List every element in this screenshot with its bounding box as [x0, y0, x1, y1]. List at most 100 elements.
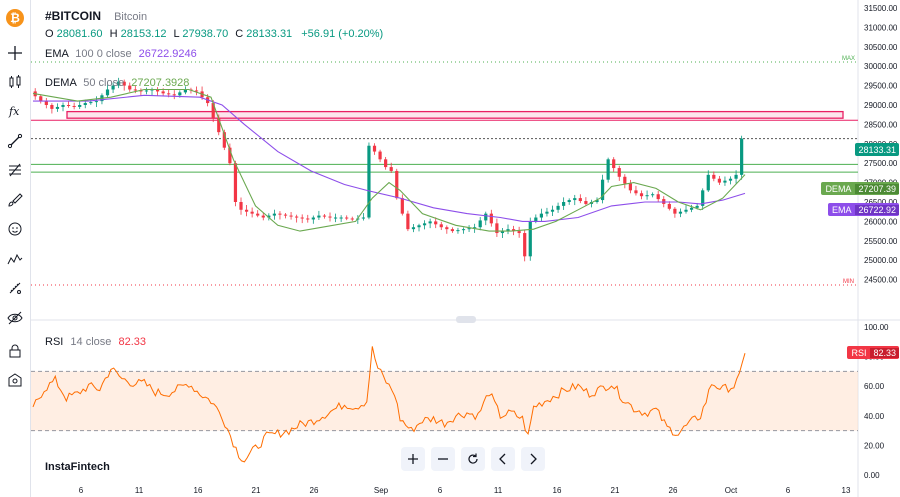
candle: [467, 225, 471, 233]
ohlc-open: 28081.60: [56, 28, 103, 40]
y-tick-label: 26000.00: [864, 217, 898, 226]
candle: [701, 188, 705, 210]
rsi-y-tick-label: 0.00: [864, 471, 880, 480]
candle: [306, 214, 310, 223]
emoji-icon[interactable]: [4, 218, 26, 240]
candle: [128, 82, 132, 92]
candle: [706, 170, 710, 193]
x-tick-label: 26: [669, 486, 678, 495]
candle: [639, 190, 644, 200]
rsi-params: 14 close: [70, 336, 112, 348]
lock-icon[interactable]: [4, 340, 26, 362]
candle: [606, 157, 610, 183]
candle: [645, 190, 649, 200]
ohlc-c-label: C: [235, 28, 244, 40]
reset-chart-button[interactable]: [461, 447, 485, 471]
y-tick-label: 27500.00: [864, 159, 898, 168]
x-tick-label: 6: [786, 486, 791, 495]
ema-params: 100 0 close: [75, 48, 132, 60]
candle: [439, 221, 443, 231]
candle: [678, 208, 683, 218]
candle: [450, 227, 454, 233]
candle: [105, 84, 110, 98]
fib-icon[interactable]: [4, 159, 26, 181]
rsi-value: 82.33: [118, 336, 146, 348]
candle: [111, 82, 115, 93]
candle: [417, 223, 421, 232]
resistance-zone: [66, 110, 844, 119]
candle: [395, 168, 399, 200]
x-tick-label: Sep: [374, 486, 389, 495]
svg-text:fx: fx: [8, 105, 20, 118]
zoom-in-button[interactable]: [401, 447, 425, 471]
candle: [339, 215, 343, 222]
candle: [506, 224, 510, 235]
ema-tag-value: 26722.92: [855, 204, 899, 215]
candle: [723, 176, 727, 186]
candle: [272, 209, 276, 220]
x-tick-label: 21: [252, 486, 261, 495]
rsi-y-tick-label: 60.00: [864, 382, 885, 391]
rsi-legend[interactable]: RSI 14 close 82.33: [45, 336, 146, 348]
candle: [545, 207, 549, 217]
candle: [600, 174, 605, 204]
candle: [50, 103, 54, 114]
measure-icon[interactable]: [4, 277, 26, 299]
candle: [523, 229, 527, 262]
candle: [345, 215, 349, 221]
trend-line-icon[interactable]: [4, 130, 26, 152]
candle: [567, 198, 571, 205]
candle: [244, 204, 249, 217]
zoom-controls: [401, 447, 545, 471]
x-tick-label: 6: [79, 486, 84, 495]
candle: [400, 194, 404, 216]
y-tick-label: 31500.00: [864, 4, 898, 13]
scroll-left-button[interactable]: [491, 447, 515, 471]
candle: [66, 101, 71, 108]
brush-icon[interactable]: [4, 189, 26, 211]
candle: [256, 210, 260, 218]
candle: [261, 212, 265, 221]
candle: [39, 94, 43, 104]
screenshot-icon[interactable]: [4, 369, 26, 391]
x-tick-label: 6: [438, 486, 443, 495]
scroll-right-button[interactable]: [521, 447, 545, 471]
candle: [406, 210, 410, 232]
candle: [528, 217, 532, 261]
candle: [634, 185, 638, 196]
x-tick-label: 21: [611, 486, 620, 495]
last-price-tag: 28133.31: [855, 143, 899, 156]
candle: [183, 86, 187, 95]
candle: [562, 197, 566, 210]
candle: [239, 197, 243, 215]
left-toolbar: ₿ fx: [0, 0, 31, 497]
y-tick-label: 31000.00: [864, 23, 898, 32]
dema-legend[interactable]: DEMA 50 close 27207.3928: [45, 77, 189, 89]
candle: [500, 227, 505, 238]
zoom-out-button[interactable]: [431, 447, 455, 471]
candle: [684, 205, 688, 214]
candle: [434, 217, 438, 229]
dema-tag-value: 27207.39: [855, 183, 899, 194]
ema-legend[interactable]: EMA 100 0 close 26722.9246: [45, 48, 197, 60]
candle: [311, 215, 315, 224]
candle: [289, 211, 293, 220]
candle: [539, 208, 543, 222]
y-tick-label: 29000.00: [864, 101, 898, 110]
fx-icon[interactable]: fx: [4, 100, 26, 122]
pattern-icon[interactable]: [4, 248, 26, 270]
candle: [333, 213, 338, 223]
candle: [372, 143, 377, 155]
rsi-name: RSI: [45, 336, 64, 348]
crosshair-icon[interactable]: [4, 42, 26, 64]
hide-icon[interactable]: [4, 307, 26, 329]
ohlc-h-label: H: [109, 28, 118, 40]
y-tick-label: 24500.00: [864, 276, 898, 285]
candle: [461, 227, 466, 234]
candle: [155, 87, 160, 97]
candle: [328, 212, 332, 222]
rsi-tag-value: 82.33: [870, 347, 899, 358]
candle: [278, 211, 282, 220]
candles-icon[interactable]: [4, 71, 26, 93]
